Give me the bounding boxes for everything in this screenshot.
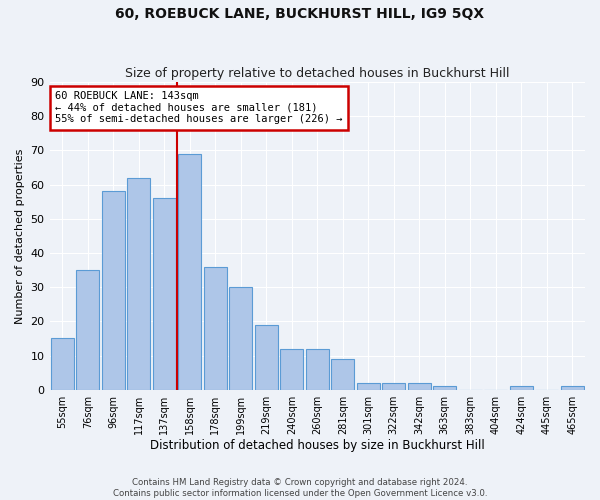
Bar (178, 154, 201, 390)
Bar (229, 287, 252, 390)
Bar (204, 266, 227, 390)
Bar (561, 386, 584, 390)
Bar (102, 192, 125, 390)
X-axis label: Distribution of detached houses by size in Buckhurst Hill: Distribution of detached houses by size … (150, 440, 485, 452)
Text: 60 ROEBUCK LANE: 143sqm
← 44% of detached houses are smaller (181)
55% of semi-d: 60 ROEBUCK LANE: 143sqm ← 44% of detache… (55, 92, 343, 124)
Bar (433, 386, 456, 390)
Bar (76, 270, 99, 390)
Bar (280, 348, 303, 390)
Bar (382, 383, 405, 390)
Text: Contains HM Land Registry data © Crown copyright and database right 2024.
Contai: Contains HM Land Registry data © Crown c… (113, 478, 487, 498)
Bar (357, 383, 380, 390)
Bar (331, 359, 354, 390)
Bar (255, 325, 278, 390)
Bar (153, 198, 176, 390)
Bar (51, 338, 74, 390)
Y-axis label: Number of detached properties: Number of detached properties (15, 148, 25, 324)
Bar (306, 348, 329, 390)
Text: 60, ROEBUCK LANE, BUCKHURST HILL, IG9 5QX: 60, ROEBUCK LANE, BUCKHURST HILL, IG9 5Q… (115, 8, 485, 22)
Bar (127, 178, 150, 390)
Bar (408, 383, 431, 390)
Title: Size of property relative to detached houses in Buckhurst Hill: Size of property relative to detached ho… (125, 66, 509, 80)
Bar (510, 386, 533, 390)
